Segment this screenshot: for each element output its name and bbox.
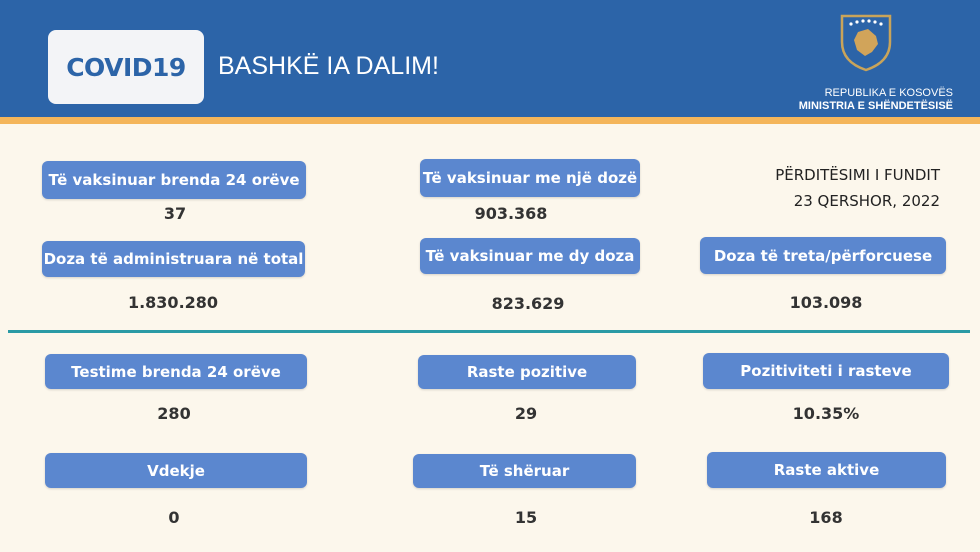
stat-label-one-dose: Të vaksinuar me një dozë xyxy=(420,159,640,197)
stat-label-positivity: Pozitiviteti i rasteve xyxy=(703,353,949,389)
stat-label-tests-24h: Testime brenda 24 orëve xyxy=(45,354,307,389)
section-divider xyxy=(8,330,970,333)
last-update: PËRDITËSIMI I FUNDIT 23 QERSHOR, 2022 xyxy=(700,162,940,214)
stat-label-total-doses: Doza të administruara në total xyxy=(42,241,305,277)
stat-value-vaccinated-24h: 37 xyxy=(163,204,187,223)
stat-value-booster: 103.098 xyxy=(789,293,863,312)
stat-label-recovered: Të shëruar xyxy=(413,454,636,488)
stat-label-two-doses: Të vaksinuar me dy doza xyxy=(420,238,640,274)
stat-label-deaths: Vdekje xyxy=(45,453,307,488)
slogan: BASHKË IA DALIM! xyxy=(218,52,439,80)
last-update-label: PËRDITËSIMI I FUNDIT xyxy=(775,166,940,184)
stat-label-active-cases: Raste aktive xyxy=(707,452,946,488)
stat-label-vaccinated-24h: Të vaksinuar brenda 24 orëve xyxy=(42,161,306,199)
stat-label-booster: Doza të treta/përforcuese xyxy=(700,237,946,274)
org-line-1: REPUBLIKA E KOSOVËS xyxy=(824,87,953,99)
stat-value-total-doses: 1.830.280 xyxy=(127,293,219,312)
stat-value-one-dose: 903.368 xyxy=(474,204,548,223)
stat-value-two-doses: 823.629 xyxy=(491,294,565,313)
ministry-name: REPUBLIKA E KOSOVËS MINISTRIA E SHËNDETËS… xyxy=(780,87,953,113)
stat-value-positive-cases: 29 xyxy=(514,404,538,423)
covid19-logo: COVID19 xyxy=(48,30,204,104)
stat-label-positive-cases: Raste pozitive xyxy=(418,355,636,389)
header-stripe xyxy=(0,117,980,124)
last-update-date: 23 QERSHOR, 2022 xyxy=(793,192,940,210)
kosovo-coat-of-arms-icon xyxy=(840,14,892,72)
stat-value-tests-24h: 280 xyxy=(157,404,191,423)
stat-value-recovered: 15 xyxy=(514,508,538,527)
stat-value-positivity: 10.35% xyxy=(792,404,860,423)
stat-value-active-cases: 168 xyxy=(809,508,843,527)
stat-value-deaths: 0 xyxy=(168,508,180,527)
org-line-2: MINISTRIA E SHËNDETËSISË xyxy=(798,100,953,112)
